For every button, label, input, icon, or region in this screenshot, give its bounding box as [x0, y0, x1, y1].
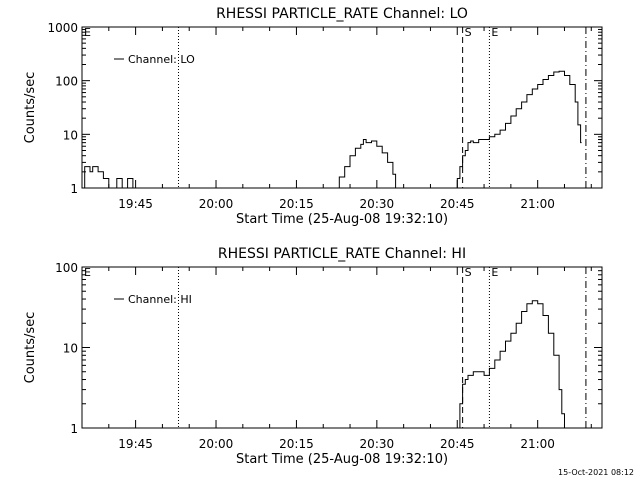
series-line-segment-1: [457, 300, 566, 429]
x-tick-label: 20:15: [279, 197, 314, 211]
y-tick-label: 1: [70, 422, 78, 436]
marker-label: E: [491, 26, 498, 39]
x-tick-label: 20:00: [199, 437, 234, 451]
y-tick-label: 1000: [47, 21, 78, 35]
x-tick-label: 21:00: [520, 197, 555, 211]
chart-panel-1: RHESSI PARTICLE_RATE Channel: LO 19:45 20:…: [23, 6, 603, 227]
marker-label: E: [84, 266, 91, 279]
y-axis-label: Counts/sec: [23, 312, 38, 384]
plot-frame: [81, 266, 603, 429]
marker-label: S: [465, 26, 472, 39]
y-tick-label: 100: [55, 261, 78, 275]
x-tick-label: 20:30: [360, 197, 395, 211]
y-tick-label: 10: [63, 342, 78, 356]
legend-label: Channel: HI: [128, 293, 192, 306]
y-tick-label: 100: [55, 75, 78, 89]
y-tick-label: 1: [70, 182, 78, 196]
series-line-segment-1: [82, 166, 134, 189]
marker-label: S: [465, 266, 472, 279]
y-tick-label: 10: [63, 128, 78, 142]
x-tick-label: 20:00: [199, 197, 234, 211]
x-tick-label: 19:45: [118, 437, 153, 451]
timestamp: 15-Oct-2021 08:12: [558, 468, 634, 477]
x-tick-label: 20:45: [440, 197, 475, 211]
chart-panel-2: RHESSI PARTICLE_RATE Channel: HI 19:45 20:…: [23, 246, 603, 467]
x-tick-label: 19:45: [118, 197, 153, 211]
marker-label: E: [84, 26, 91, 39]
x-tick-label: 21:00: [520, 437, 555, 451]
x-axis-label: Start Time (25-Aug-08 19:32:10): [236, 212, 448, 227]
plot-frame: [81, 26, 603, 189]
series-line-segment-2: [334, 139, 397, 189]
x-tick-label: 20:45: [440, 437, 475, 451]
chart-title: RHESSI PARTICLE_RATE Channel: LO: [216, 6, 468, 22]
legend-label: Channel: LO: [128, 53, 195, 66]
x-axis-label: Start Time (25-Aug-08 19:32:10): [236, 452, 448, 467]
chart-title: RHESSI PARTICLE_RATE Channel: HI: [218, 246, 466, 262]
series-line-segment-3: [454, 70, 582, 189]
x-tick-label: 20:15: [279, 437, 314, 451]
marker-label: E: [491, 266, 498, 279]
x-tick-label: 20:30: [360, 437, 395, 451]
y-axis-label: Counts/sec: [23, 72, 38, 144]
